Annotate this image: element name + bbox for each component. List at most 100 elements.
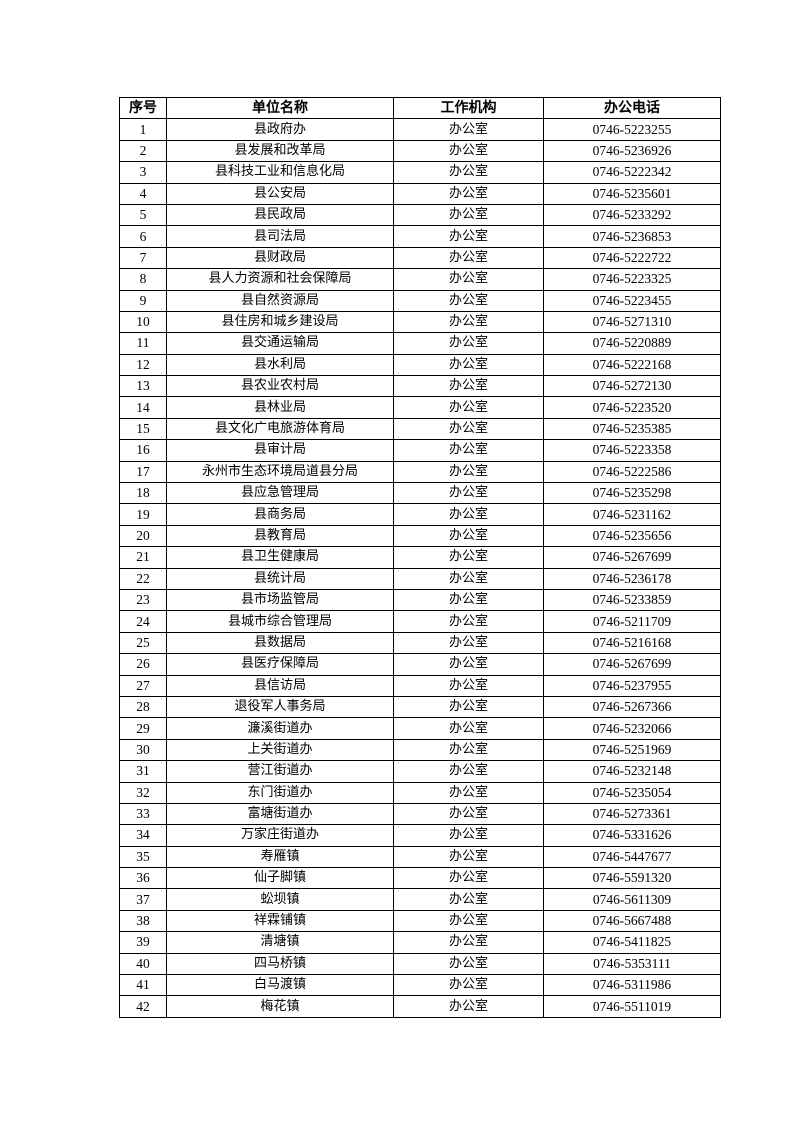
unit-name: 县林业局 — [166, 396, 394, 419]
row-index: 22 — [119, 567, 167, 590]
department: 办公室 — [393, 225, 544, 248]
unit-name: 县应急管理局 — [166, 482, 394, 505]
department: 办公室 — [393, 760, 544, 783]
office-phone: 0746-5235601 — [543, 182, 721, 205]
department: 办公室 — [393, 246, 544, 270]
table-header-row: 序号 单位名称 工作机构 办公电话 — [119, 96, 721, 120]
table-row: 26 县医疗保障局 办公室 0746-5267699 — [119, 653, 721, 676]
table-row: 9 县自然资源局 办公室 0746-5223455 — [119, 289, 721, 312]
office-phone: 0746-5211709 — [543, 610, 721, 633]
office-phone: 0746-5272130 — [543, 375, 721, 398]
department: 办公室 — [393, 695, 544, 719]
row-index: 4 — [119, 182, 167, 205]
department: 办公室 — [393, 567, 544, 590]
row-index: 26 — [119, 653, 167, 676]
department: 办公室 — [393, 332, 544, 355]
department: 办公室 — [393, 268, 544, 291]
department: 办公室 — [393, 952, 544, 976]
unit-name: 县审计局 — [166, 439, 394, 462]
office-phone: 0746-5331626 — [543, 824, 721, 847]
unit-name: 祥霖铺镇 — [166, 909, 394, 933]
table-row: 42 梅花镇 办公室 0746-5511019 — [119, 995, 721, 1018]
row-index: 21 — [119, 546, 167, 569]
office-phone: 0746-5223358 — [543, 439, 721, 462]
unit-name: 东门街道办 — [166, 781, 394, 804]
office-phone: 0746-5220889 — [543, 332, 721, 355]
unit-name: 县市场监管局 — [166, 588, 394, 612]
department: 办公室 — [393, 824, 544, 847]
header-unit-name: 单位名称 — [166, 96, 394, 120]
table-row: 4 县公安局 办公室 0746-5235601 — [119, 182, 721, 205]
department: 办公室 — [393, 974, 544, 997]
department: 办公室 — [393, 310, 544, 334]
unit-name: 县统计局 — [166, 567, 394, 590]
office-phone: 0746-5267699 — [543, 546, 721, 569]
table-row: 2 县发展和改革局 办公室 0746-5236926 — [119, 139, 721, 163]
department: 办公室 — [393, 396, 544, 419]
table-row: 5 县民政局 办公室 0746-5233292 — [119, 203, 721, 227]
header-index: 序号 — [119, 96, 167, 120]
unit-name: 县公安局 — [166, 182, 394, 205]
row-index: 14 — [119, 396, 167, 419]
unit-name: 县科技工业和信息化局 — [166, 161, 394, 184]
department: 办公室 — [393, 802, 544, 826]
department: 办公室 — [393, 610, 544, 633]
department: 办公室 — [393, 460, 544, 484]
unit-name: 濂溪街道办 — [166, 717, 394, 740]
table-row: 18 县应急管理局 办公室 0746-5235298 — [119, 482, 721, 505]
table-row: 33 富塘街道办 办公室 0746-5273361 — [119, 802, 721, 826]
unit-name: 县财政局 — [166, 246, 394, 270]
department: 办公室 — [393, 717, 544, 740]
table-row: 30 上关街道办 办公室 0746-5251969 — [119, 738, 721, 762]
row-index: 15 — [119, 417, 167, 441]
office-phone: 0746-5235054 — [543, 781, 721, 804]
unit-name: 县教育局 — [166, 524, 394, 548]
department: 办公室 — [393, 289, 544, 312]
table-row: 13 县农业农村局 办公室 0746-5272130 — [119, 375, 721, 398]
row-index: 16 — [119, 439, 167, 462]
unit-name: 县司法局 — [166, 225, 394, 248]
row-index: 30 — [119, 738, 167, 762]
unit-name: 县信访局 — [166, 674, 394, 697]
unit-name: 县文化广电旅游体育局 — [166, 417, 394, 441]
row-index: 9 — [119, 289, 167, 312]
table-row: 29 濂溪街道办 办公室 0746-5232066 — [119, 717, 721, 740]
unit-name: 县住房和城乡建设局 — [166, 310, 394, 334]
row-index: 37 — [119, 888, 167, 911]
office-phone: 0746-5235298 — [543, 482, 721, 505]
table-body: 1 县政府办 办公室 0746-5223255 2 县发展和改革局 办公室 0746-5236… — [119, 118, 721, 1018]
row-index: 25 — [119, 631, 167, 655]
office-phone: 0746-5447677 — [543, 845, 721, 869]
row-index: 29 — [119, 717, 167, 740]
office-phone: 0746-5231162 — [543, 503, 721, 526]
department: 办公室 — [393, 781, 544, 804]
table-row: 3 县科技工业和信息化局 办公室 0746-5222342 — [119, 161, 721, 184]
unit-name: 县城市综合管理局 — [166, 610, 394, 633]
table-row: 17 永州市生态环境局道县分局 办公室 0746-5222586 — [119, 460, 721, 484]
unit-name: 上关街道办 — [166, 738, 394, 762]
row-index: 34 — [119, 824, 167, 847]
table-row: 15 县文化广电旅游体育局 办公室 0746-5235385 — [119, 417, 721, 441]
office-phone: 0746-5222168 — [543, 353, 721, 377]
table-row: 14 县林业局 办公室 0746-5223520 — [119, 396, 721, 419]
office-phone: 0746-5223255 — [543, 118, 721, 141]
department: 办公室 — [393, 482, 544, 505]
row-index: 41 — [119, 974, 167, 997]
unit-name: 寿雁镇 — [166, 845, 394, 869]
table-row: 28 退役军人事务局 办公室 0746-5267366 — [119, 695, 721, 719]
unit-name: 县水利局 — [166, 353, 394, 377]
department: 办公室 — [393, 909, 544, 933]
unit-name: 四马桥镇 — [166, 952, 394, 976]
row-index: 17 — [119, 460, 167, 484]
row-index: 27 — [119, 674, 167, 697]
office-phone: 0746-5232066 — [543, 717, 721, 740]
department: 办公室 — [393, 375, 544, 398]
department: 办公室 — [393, 631, 544, 655]
table-row: 34 万家庄街道办 办公室 0746-5331626 — [119, 824, 721, 847]
row-index: 42 — [119, 995, 167, 1018]
row-index: 1 — [119, 118, 167, 141]
contact-table: 序号 单位名称 工作机构 办公电话 1 县政府办 办公室 0746-5223255 2 县… — [119, 96, 721, 1018]
unit-name: 万家庄街道办 — [166, 824, 394, 847]
department: 办公室 — [393, 118, 544, 141]
row-index: 10 — [119, 310, 167, 334]
